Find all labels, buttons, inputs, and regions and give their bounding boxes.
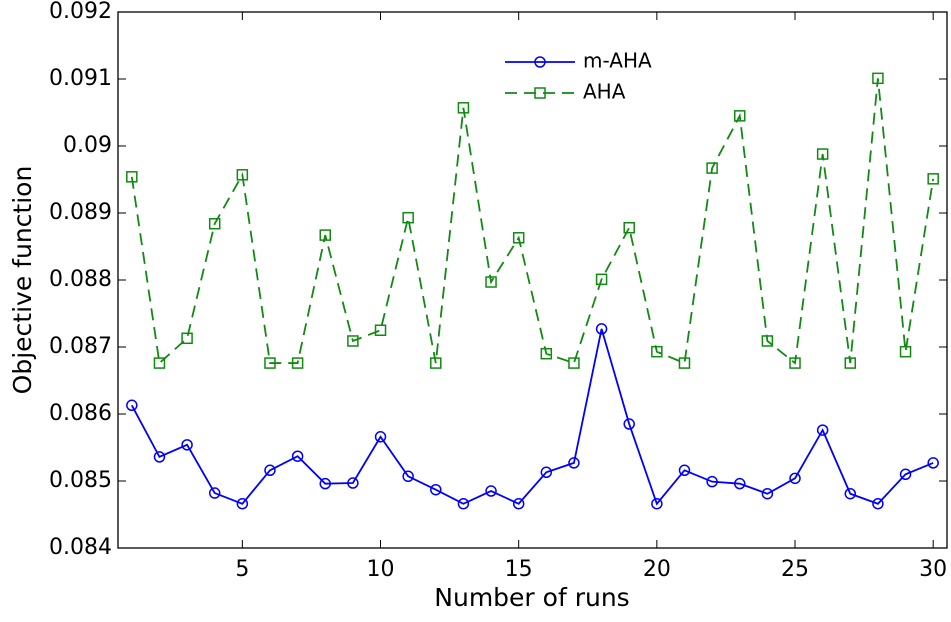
point (485, 276, 497, 288)
point (512, 232, 525, 244)
point (816, 148, 829, 160)
series-line (130, 78, 935, 365)
point (844, 357, 857, 369)
point (734, 477, 746, 490)
point (761, 487, 774, 500)
point (899, 345, 912, 358)
point (623, 221, 635, 234)
point (927, 457, 939, 469)
point (374, 324, 387, 336)
x-tick-label: 30 (919, 557, 947, 582)
point (291, 357, 304, 369)
point (595, 273, 608, 286)
x-tick-label: 20 (643, 557, 671, 582)
y-tick-label: 0.092 (49, 0, 112, 24)
point (153, 451, 166, 463)
point (291, 450, 304, 462)
y-tick-label: 0.087 (49, 334, 112, 359)
point (430, 483, 442, 496)
point (264, 464, 276, 477)
point (899, 468, 912, 481)
x-tick-label: 10 (367, 557, 395, 582)
point (347, 477, 359, 489)
point (457, 102, 470, 114)
point (319, 477, 331, 490)
y-tick-label: 0.085 (49, 468, 112, 493)
point (540, 347, 553, 360)
y-tick-label: 0.088 (49, 267, 112, 292)
point (678, 464, 691, 477)
point (540, 466, 553, 479)
y-tick-label: 0.086 (49, 401, 112, 426)
y-tick-label: 0.089 (49, 200, 112, 225)
x-tick-label: 15 (505, 557, 533, 582)
point (208, 487, 221, 499)
x-tick-label: 25 (781, 557, 809, 582)
point (181, 332, 193, 345)
point (789, 472, 801, 485)
point (485, 485, 497, 497)
point (927, 173, 939, 185)
point (236, 169, 249, 181)
legend-label: m-AHA (583, 49, 652, 73)
point (623, 418, 635, 430)
series-line (131, 328, 934, 506)
point (236, 498, 249, 510)
point (319, 229, 331, 241)
point (872, 498, 884, 510)
x-tick-label: 5 (235, 557, 249, 582)
y-axis-label: Objective function (8, 166, 37, 395)
point (678, 357, 691, 369)
point (816, 424, 829, 436)
point (153, 357, 166, 369)
point (374, 431, 387, 443)
point (568, 357, 580, 369)
point (181, 439, 193, 451)
point (706, 162, 718, 174)
point (402, 470, 414, 483)
y-tick-label: 0.091 (49, 66, 112, 91)
legend-marker (534, 56, 546, 68)
point (457, 498, 470, 510)
legend-marker (534, 87, 546, 99)
point (512, 498, 525, 510)
point (126, 399, 138, 412)
point (789, 357, 801, 369)
point (430, 357, 442, 369)
point (761, 335, 774, 347)
point (126, 171, 138, 183)
point (844, 487, 857, 500)
point (872, 72, 884, 85)
point (208, 217, 221, 230)
y-tick-label: 0.084 (49, 535, 112, 560)
point (595, 323, 608, 335)
point (651, 345, 663, 358)
x-axis-label: Number of runs (434, 583, 629, 612)
point (568, 457, 580, 469)
point (706, 475, 718, 488)
point (734, 110, 746, 122)
point (651, 498, 663, 510)
point (402, 211, 414, 224)
legend-label: AHA (583, 80, 626, 104)
point (264, 357, 276, 369)
point (347, 335, 359, 347)
y-tick-label: 0.09 (63, 133, 112, 158)
